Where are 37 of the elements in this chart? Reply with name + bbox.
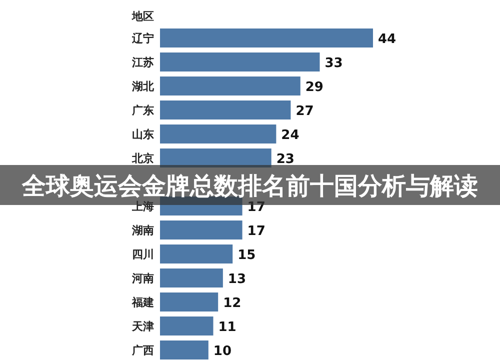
y-tick-label: 北京 [131,152,154,165]
y-tick-label: 辽宁 [131,32,154,45]
y-tick-label: 湖南 [131,224,154,237]
data-label: 17 [247,224,266,239]
bar [160,292,218,312]
bar [160,100,291,120]
y-tick-label: 江苏 [131,56,154,69]
data-label: 11 [218,320,236,335]
data-label: 23 [276,152,294,167]
data-label: 15 [238,248,256,263]
data-label: 24 [281,128,300,143]
bar [160,220,242,240]
y-axis-title: 地区 [131,10,154,23]
text: 全球奥运会金牌总数排名前十国分析与解读 [21,172,478,200]
data-label: 27 [296,104,314,119]
y-tick-label: 山东 [132,128,154,141]
bar [160,316,214,336]
bar [160,244,233,264]
bar [160,76,300,96]
bar [160,28,373,48]
data-label: 33 [324,56,343,71]
data-label: 29 [305,80,324,95]
bar [160,124,276,144]
y-tick-label: 天津 [131,320,154,333]
bar [160,340,208,360]
y-tick-label: 广西 [131,344,154,357]
bar [160,52,320,72]
data-label: 44 [378,32,396,47]
data-label: 13 [228,272,246,287]
bar [160,268,223,288]
y-tick-label: 湖北 [131,80,155,93]
y-tick-label: 河南 [131,272,154,285]
data-label: 10 [213,344,232,359]
y-tick-label: 四川 [132,248,154,261]
y-tick-label: 福建 [131,296,154,309]
data-label: 12 [223,296,242,311]
y-tick-label: 广东 [131,104,154,117]
